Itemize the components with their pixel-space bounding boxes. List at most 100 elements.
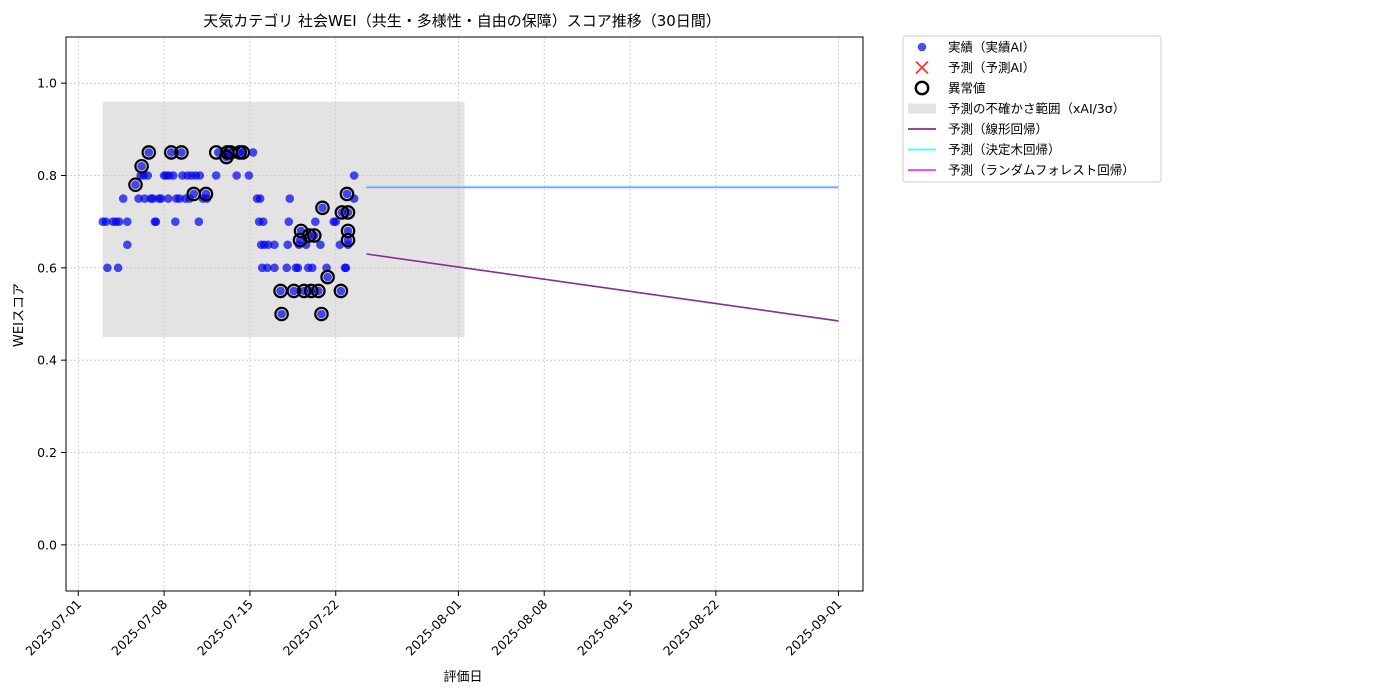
actual-point xyxy=(317,309,326,319)
actual-point xyxy=(258,217,268,226)
x-axis-label: 評価日 xyxy=(443,670,482,685)
x-tick-label: 2025-07-15 xyxy=(194,597,256,659)
actual-point xyxy=(270,240,279,250)
actual-point xyxy=(284,217,294,226)
outlier-marker xyxy=(306,228,322,243)
outlier-marker xyxy=(293,223,309,239)
actual-point xyxy=(101,217,111,226)
actual-point xyxy=(118,194,128,203)
outlier-marker xyxy=(314,306,329,322)
actual-point xyxy=(336,286,346,296)
chart-title: 天気カテゴリ 社会WEI（共生・多様性・自由の保障）スコア推移（30日間） xyxy=(203,12,721,30)
actual-point xyxy=(270,263,279,273)
outlier-marker xyxy=(333,283,349,299)
actual-point xyxy=(262,263,272,273)
actual-point xyxy=(277,309,286,319)
actual-point xyxy=(316,240,325,250)
actual-point xyxy=(195,171,205,180)
legend-marker-x xyxy=(915,60,929,75)
legend-label: 予測の不確かさ範囲（xAI/3σ） xyxy=(948,101,1125,116)
y-tick-label: 0.0 xyxy=(37,537,57,552)
actual-point xyxy=(307,263,317,273)
outlier-marker xyxy=(311,283,326,299)
outlier-marker xyxy=(296,283,312,299)
actual-point xyxy=(318,203,327,213)
actual-point xyxy=(163,194,173,203)
actual-point xyxy=(143,171,153,180)
actual-point xyxy=(244,171,254,180)
x-tick-label: 2025-08-15 xyxy=(574,597,636,659)
actual-point xyxy=(123,217,132,226)
legend-label: 異常値 xyxy=(948,81,986,96)
outlier-marker xyxy=(286,283,302,299)
actual-point xyxy=(131,180,140,190)
y-tick-label: 0.6 xyxy=(37,260,57,275)
outlier-marker xyxy=(163,145,179,160)
y-tick-label: 1.0 xyxy=(37,76,57,91)
actual-point xyxy=(282,263,292,273)
actual-point xyxy=(113,263,123,273)
actual-point xyxy=(175,194,184,203)
actual-point xyxy=(342,189,352,199)
legend-marker-dot xyxy=(917,42,927,52)
actual-point xyxy=(156,194,166,203)
actual-point xyxy=(123,240,132,250)
x-axis: 2025-07-01 2025-07-08 2025-07-15 2025-07-22… xyxy=(22,591,845,659)
actual-point xyxy=(285,194,295,203)
x-tick-label: 2025-07-08 xyxy=(108,596,170,658)
actual-point xyxy=(331,217,341,226)
outlier-marker xyxy=(301,228,317,243)
outlier-marker xyxy=(134,158,149,174)
actual-point xyxy=(343,226,353,236)
actual-point xyxy=(166,148,176,157)
actual-point xyxy=(168,171,178,180)
x-tick-label: 2025-08-08 xyxy=(488,596,550,658)
plot-frame xyxy=(65,36,864,592)
actual-point xyxy=(189,189,199,199)
legend-label: 予測（決定木回帰） xyxy=(948,142,1061,157)
x-tick-label: 2025-08-01 xyxy=(403,597,465,659)
actual-point xyxy=(264,240,273,250)
y-tick-label: 0.8 xyxy=(37,168,57,183)
outlier-marker xyxy=(235,145,251,160)
actual-point xyxy=(194,217,204,226)
x-tick-label: 2025-07-01 xyxy=(22,597,84,659)
outlier-marker xyxy=(315,200,330,216)
actual-point xyxy=(103,263,112,273)
y-axis: 0.0 0.2 0.4 0.6 0.8 1.0 xyxy=(37,76,66,552)
actual-point xyxy=(341,263,351,273)
outlier-marker xyxy=(339,186,355,202)
actual-point xyxy=(134,194,143,203)
x-tick-label: 2025-09-01 xyxy=(783,597,845,659)
uncertainty-band xyxy=(102,101,465,338)
legend-label: 予測（ランダムフォレスト回帰） xyxy=(948,163,1135,178)
actual-point xyxy=(171,217,180,226)
legend-label: 実績（実績AI） xyxy=(948,40,1035,55)
outlier-marker xyxy=(340,223,356,239)
actual-point xyxy=(211,171,221,180)
actual-point xyxy=(248,148,258,157)
actual-point xyxy=(232,171,241,180)
actual-point xyxy=(177,148,186,157)
outlier-marker xyxy=(320,269,335,285)
outlier-marker xyxy=(274,306,289,322)
outlier-marker xyxy=(198,186,214,202)
x-tick-label: 2025-08-22 xyxy=(660,597,722,659)
x-tick-label: 2025-07-22 xyxy=(280,597,342,659)
outlier-marker xyxy=(128,177,143,193)
actual-point xyxy=(323,272,332,282)
legend-marker-ring xyxy=(914,80,930,96)
outlier-marker xyxy=(340,232,356,248)
actual-point xyxy=(311,217,320,226)
actual-point xyxy=(144,148,154,157)
actual-point xyxy=(289,286,299,296)
legend-label: 予測（線形回帰） xyxy=(948,122,1048,137)
outlier-marker xyxy=(334,205,350,220)
outlier-marker xyxy=(174,145,189,160)
actual-point xyxy=(151,217,161,226)
actual-point xyxy=(114,217,124,226)
actual-point xyxy=(255,194,265,203)
actual-point xyxy=(283,240,293,250)
actual-point xyxy=(293,263,303,273)
